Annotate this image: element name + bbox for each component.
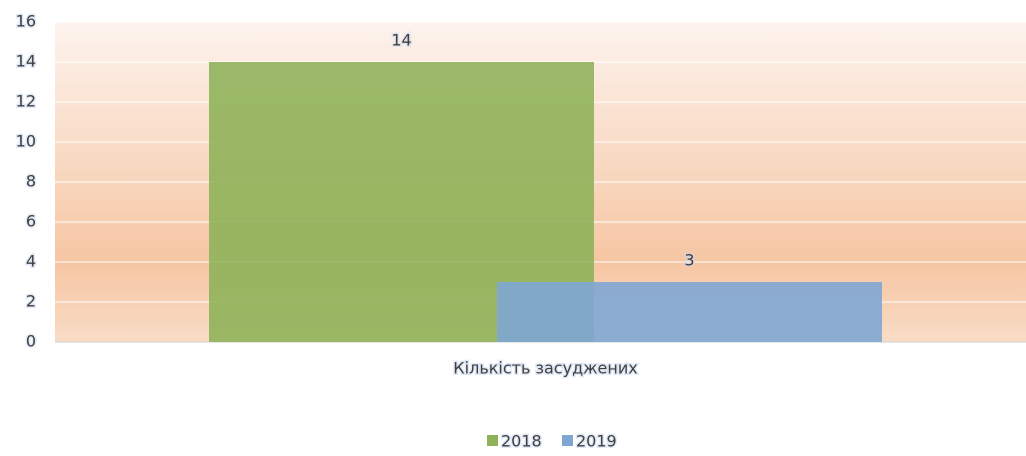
legend-label: 2019	[576, 432, 617, 451]
y-tick-label: 4	[26, 252, 36, 271]
data-label: 3	[684, 251, 694, 270]
y-tick-label: 10	[16, 132, 36, 151]
y-tick-label: 0	[26, 332, 36, 351]
y-tick-label: 8	[26, 172, 36, 191]
data-label: 14	[391, 31, 411, 50]
legend-swatch	[487, 435, 498, 446]
legend-label: 2018	[501, 432, 542, 451]
y-tick-label: 2	[26, 292, 36, 311]
y-tick-label: 14	[16, 52, 36, 71]
legend-swatch	[562, 435, 573, 446]
y-tick-label: 12	[16, 92, 36, 111]
bar	[497, 282, 882, 342]
x-tick-label: Кількість засуджених	[453, 359, 637, 378]
y-tick-label: 6	[26, 212, 36, 231]
y-tick-label: 16	[16, 12, 36, 31]
